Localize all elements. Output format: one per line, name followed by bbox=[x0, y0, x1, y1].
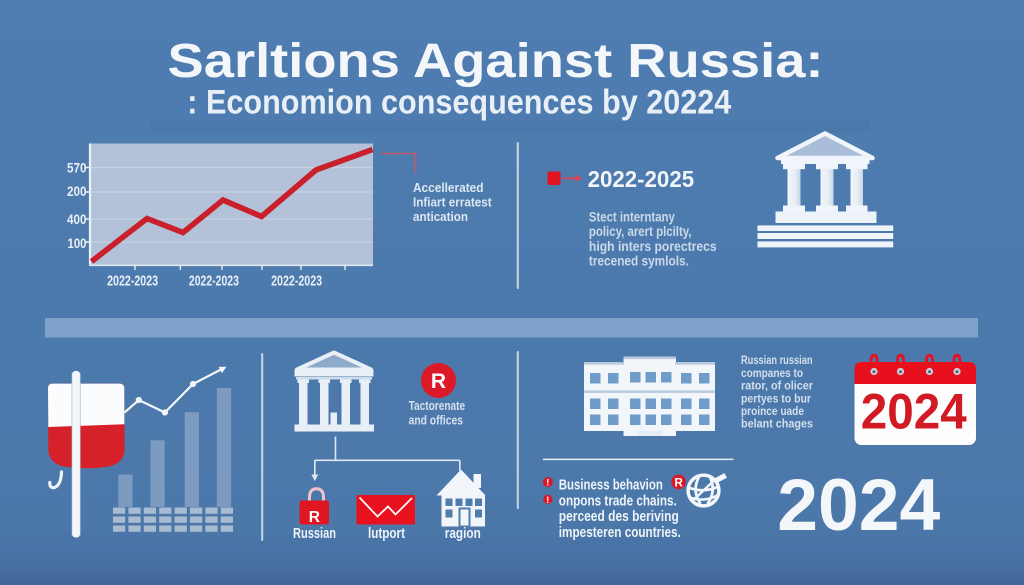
svg-text:400: 400 bbox=[67, 212, 87, 227]
svg-text:Infiart erratest: Infiart erratest bbox=[413, 195, 492, 210]
svg-text:high inters porectrecs: high inters porectrecs bbox=[589, 239, 717, 254]
svg-text:Tactorenate: Tactorenate bbox=[409, 399, 466, 413]
svg-text:trecened symlols.: trecened symlols. bbox=[589, 253, 689, 268]
svg-text:rator, of olicer: rator, of olicer bbox=[741, 379, 813, 393]
svg-text:impesteren countries.: impesteren countries. bbox=[559, 525, 681, 541]
svg-text:onpons trade chains.: onpons trade chains. bbox=[559, 493, 677, 509]
svg-text:200: 200 bbox=[67, 184, 87, 199]
svg-text:!: ! bbox=[546, 478, 549, 489]
svg-text:proince uade: proince uade bbox=[741, 404, 804, 418]
svg-text:R: R bbox=[431, 370, 446, 393]
svg-text:570: 570 bbox=[67, 160, 87, 175]
svg-text:2024: 2024 bbox=[777, 465, 940, 546]
svg-text:2022-2023: 2022-2023 bbox=[189, 274, 239, 290]
svg-text:policy, arert plcilty,: policy, arert plcilty, bbox=[589, 224, 692, 239]
svg-text:R: R bbox=[674, 477, 683, 489]
svg-text:belant chages: belant chages bbox=[741, 417, 813, 431]
svg-text:2022-2023: 2022-2023 bbox=[107, 274, 158, 290]
svg-text:antication: antication bbox=[413, 209, 468, 224]
svg-text:lutport: lutport bbox=[368, 525, 405, 542]
svg-text:Russian russian: Russian russian bbox=[741, 353, 813, 367]
svg-text:2022-2025: 2022-2025 bbox=[588, 166, 695, 192]
svg-text:Russian: Russian bbox=[293, 525, 336, 542]
svg-text:R: R bbox=[309, 509, 320, 526]
svg-text:2022-2023: 2022-2023 bbox=[271, 274, 322, 290]
svg-text:pertyes to bur: pertyes to bur bbox=[741, 392, 811, 406]
svg-text:2024: 2024 bbox=[861, 384, 967, 440]
svg-text:Stect interntany: Stect interntany bbox=[589, 210, 675, 225]
svg-text:!: ! bbox=[546, 495, 549, 505]
svg-text:Accellerated: Accellerated bbox=[413, 180, 484, 195]
svg-text:100: 100 bbox=[68, 236, 87, 251]
svg-text:: Economion consequences by 20: : Economion consequences by 20224 bbox=[187, 83, 731, 121]
svg-text:Business behavion: Business behavion bbox=[559, 477, 663, 493]
svg-text:ragion: ragion bbox=[445, 525, 481, 542]
svg-text:Sarltions Against Russia:: Sarltions Against Russia: bbox=[168, 35, 824, 88]
svg-text:and offices: and offices bbox=[409, 414, 463, 428]
svg-text:companes to: companes to bbox=[741, 366, 803, 380]
svg-text:perceed des beriving: perceed des beriving bbox=[559, 509, 679, 525]
